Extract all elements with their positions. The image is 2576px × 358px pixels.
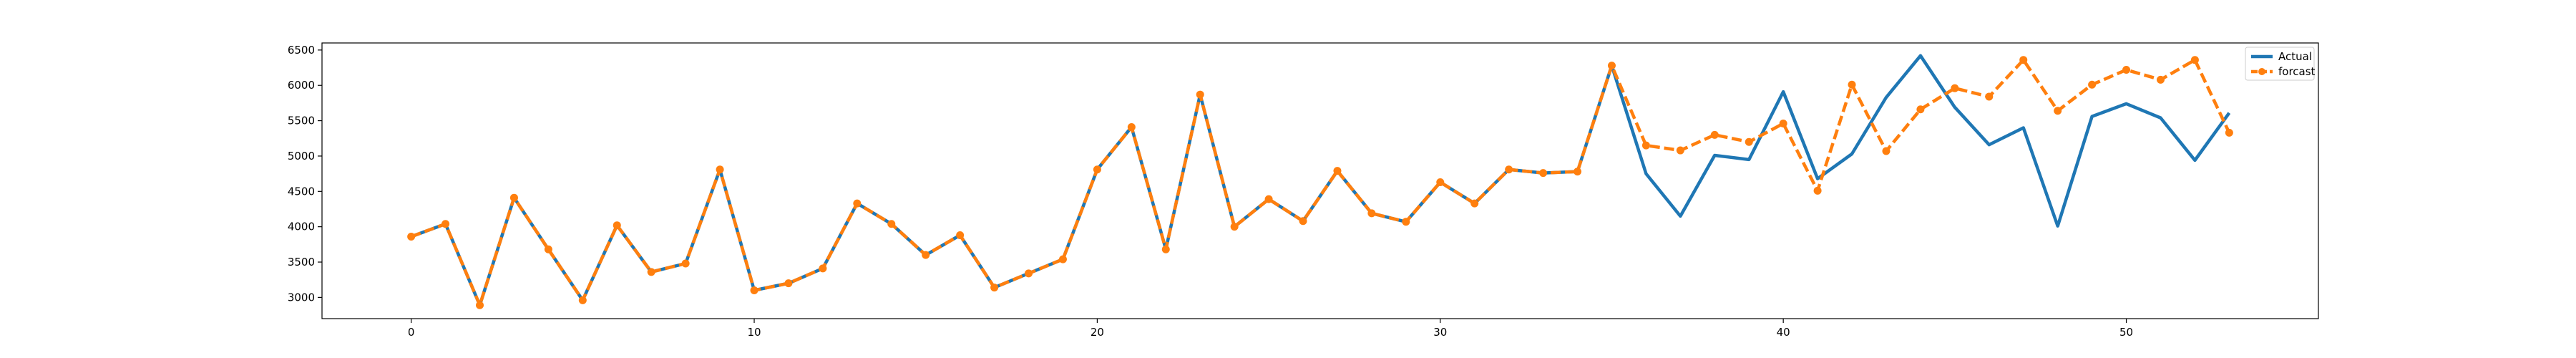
data-point-forcast [1813, 186, 1822, 195]
data-point-forcast [853, 199, 862, 208]
data-point-forcast [476, 301, 484, 309]
data-point-forcast [1333, 167, 1342, 175]
legend-label-actual: Actual [2278, 50, 2312, 63]
data-point-forcast [1264, 195, 1273, 203]
data-point-forcast [716, 165, 724, 174]
y-tick-label: 6500 [288, 44, 315, 57]
data-point-forcast [1882, 147, 1890, 155]
data-point-forcast [1951, 84, 1959, 92]
data-point-forcast [2088, 80, 2097, 89]
x-tick-label: 50 [2119, 326, 2133, 339]
x-tick-label: 10 [747, 326, 761, 339]
y-tick-label: 3000 [288, 291, 315, 304]
data-point-forcast [1402, 218, 1410, 226]
data-point-forcast [613, 221, 621, 230]
data-point-forcast [1676, 146, 1684, 155]
data-point-forcast [544, 245, 552, 253]
data-point-forcast [1093, 165, 1101, 174]
data-point-forcast [1196, 90, 1204, 99]
axes-frame [321, 42, 2319, 319]
x-tick-label: 40 [1777, 326, 1790, 339]
data-point-forcast [784, 279, 793, 288]
data-point-forcast [819, 264, 827, 273]
plot-area: 0 10 20 30 40 50 3000 3500 4000 4500 5000 5500 6000… [288, 42, 2319, 339]
data-point-forcast [956, 231, 965, 240]
y-tick-label: 3500 [288, 256, 315, 268]
y-tick-label: 5000 [288, 150, 315, 163]
data-point-forcast [750, 286, 758, 295]
series-line-forcast [410, 58, 2231, 307]
data-point-forcast [1641, 141, 1650, 150]
y-tick-label: 5500 [288, 115, 315, 127]
x-tick-label: 0 [408, 326, 415, 339]
data-point-forcast [1436, 178, 1445, 186]
data-point-forcast [1161, 245, 1170, 253]
data-point-forcast [441, 220, 450, 228]
data-point-forcast [1299, 217, 1307, 226]
y-tick-label: 4000 [288, 221, 315, 233]
data-point-forcast [1025, 269, 1033, 278]
data-point-forcast [2122, 66, 2131, 74]
data-point-forcast [509, 193, 518, 202]
data-point-forcast [1505, 165, 1513, 174]
data-point-forcast [2156, 75, 2165, 84]
data-point-forcast [647, 268, 655, 276]
data-point-forcast [922, 251, 930, 259]
data-point-forcast [1745, 137, 1753, 146]
data-point-forcast [1367, 209, 1376, 218]
data-point-forcast [990, 284, 999, 292]
series-layer [407, 54, 2233, 309]
data-point-forcast [1230, 223, 1239, 231]
data-point-forcast [1058, 255, 1067, 263]
data-point-forcast [1470, 199, 1479, 208]
x-tick-label: 20 [1091, 326, 1104, 339]
legend-marker-forcast [2258, 68, 2265, 75]
data-point-forcast [681, 259, 690, 268]
data-point-forcast [1916, 105, 1925, 114]
y-axis: 3000 3500 4000 4500 5000 5500 6000 6500 [288, 44, 322, 304]
data-point-forcast [1710, 130, 1719, 139]
data-point-forcast [1607, 62, 1616, 70]
x-tick-label: 30 [1433, 326, 1447, 339]
data-point-forcast [407, 232, 416, 241]
data-point-forcast [1127, 122, 1136, 131]
data-point-forcast [578, 296, 587, 304]
data-point-forcast [1985, 92, 1994, 101]
x-axis: 0 10 20 30 40 50 [408, 319, 2133, 339]
data-point-forcast [1848, 80, 1856, 89]
data-point-forcast [2019, 56, 2028, 64]
data-point-forcast [1539, 169, 1548, 178]
legend-label-forcast: forcast [2278, 65, 2316, 78]
data-point-forcast [887, 220, 896, 228]
y-tick-label: 6000 [288, 79, 315, 92]
data-point-forcast [2190, 56, 2199, 64]
y-tick-label: 4500 [288, 185, 315, 198]
legend: Actual forcast [2245, 47, 2316, 81]
data-point-forcast [1779, 120, 1787, 128]
data-point-forcast [1574, 168, 1582, 176]
data-point-forcast [2054, 107, 2062, 115]
data-point-forcast [2225, 128, 2233, 137]
